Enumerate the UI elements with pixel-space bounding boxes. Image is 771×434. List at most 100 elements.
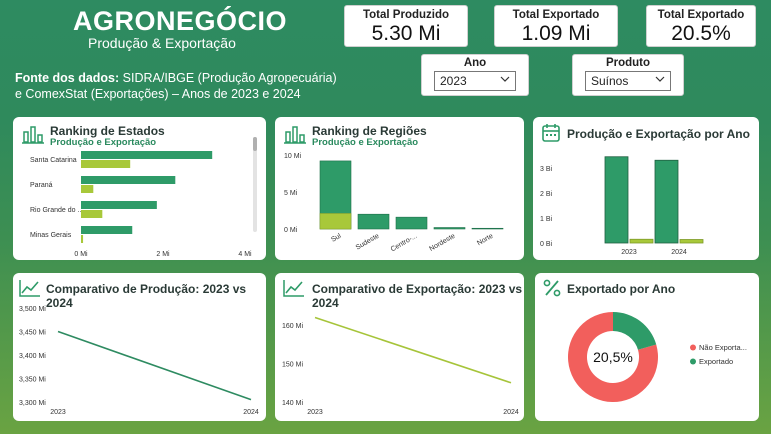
bar-production	[81, 176, 176, 184]
yearly-bar-chart: 3 Bi 2 Bi 1 Bi 0 Bi 2023 2024	[540, 156, 704, 256]
card-title: Comparativo de Produção: 2023 vs 2024	[46, 282, 247, 310]
line-chart-icon	[19, 280, 40, 297]
series-line	[57, 330, 252, 401]
brand-subtitle: Produção & Exportação	[88, 35, 236, 51]
kpi-label: Total Exportado	[512, 9, 600, 21]
category-label: Sul	[330, 232, 343, 243]
bar-production	[433, 227, 466, 230]
bar-production	[395, 216, 428, 230]
legend-label: Não Exporta...	[699, 343, 747, 352]
card-title: Produção e Exportação por Ano	[567, 127, 750, 141]
kpi-value: 20.5%	[671, 22, 731, 45]
y-tick-label: 3,300 Mi	[19, 400, 46, 407]
source-line1: SIDRA/IBGE (Produção Agropecuária)	[119, 71, 337, 85]
x-tick-label: 2 Mi	[156, 251, 170, 258]
card-title: Ranking de Estados	[50, 124, 165, 138]
category-label: Santa Catarina	[30, 157, 77, 164]
category-label: Minas Gerais	[30, 232, 72, 239]
scrollbar[interactable]	[253, 137, 257, 232]
y-tick-label: 0 Bi	[540, 241, 553, 248]
y-tick-label: 3,350 Mi	[19, 377, 46, 384]
bar-production	[81, 201, 157, 209]
bar-export	[81, 235, 84, 243]
y-tick-label: 2 Bi	[540, 191, 553, 198]
card-subtitle: Produção e Exportação	[312, 137, 419, 148]
y-tick-label: 160 Mi	[282, 323, 303, 330]
product-slicer[interactable]: Produto Suínos	[572, 54, 684, 96]
x-tick-label: 2024	[503, 409, 519, 416]
category-label: Centro-...	[390, 233, 419, 254]
brand-title: AGRONEGÓCIO	[73, 6, 288, 36]
kpi-label: Total Produzido	[362, 9, 450, 21]
production-compare-card: Comparativo de Produção: 2023 vs 2024 3,…	[13, 273, 266, 421]
kpi-total-exported: Total Exportado 1.09 Mi	[494, 5, 618, 47]
bar-export	[629, 238, 654, 244]
bar-export	[319, 213, 352, 230]
y-tick-label: 10 Mi	[284, 153, 302, 160]
source-label: Fonte dos dados:	[15, 71, 120, 85]
y-tick-label: 140 Mi	[282, 400, 303, 407]
x-tick-label: 2024	[671, 249, 687, 256]
year-slicer-label: Ano	[463, 57, 487, 69]
bar-export	[81, 160, 131, 168]
x-tick-label: 0 Mi	[74, 251, 88, 258]
production-line-chart: 3,500 Mi 3,450 Mi 3,400 Mi 3,350 Mi 3,300 Mi…	[19, 306, 259, 416]
year-slicer[interactable]: Ano 2023	[421, 54, 529, 96]
bar-production	[357, 213, 390, 230]
percent-icon	[543, 279, 561, 297]
calendar-icon	[542, 124, 560, 142]
exported-share-card: Exportado por Ano 20,5% Não Exporta... Exp…	[535, 273, 759, 421]
bar-production	[81, 151, 213, 159]
bar-export	[679, 239, 704, 244]
kpi-label: Total Exportado	[657, 9, 745, 21]
regions-bar-chart: 10 Mi 5 Mi 0 Mi Sul Sudeste Centro-... Nordest…	[284, 153, 504, 254]
donut-center-label: 20,5%	[593, 349, 633, 365]
bar-production	[471, 227, 504, 230]
header: AGRONEGÓCIO Produção & Exportação Fonte …	[0, 0, 771, 112]
x-tick-label: 2024	[243, 409, 259, 416]
x-tick-label: 2023	[307, 409, 323, 416]
card-title: Comparativo de Exportação: 2023 vs 2024	[312, 282, 523, 310]
card-title: Exportado por Ano	[567, 282, 676, 296]
product-dropdown-value: Suínos	[591, 74, 629, 88]
donut-slice	[613, 312, 657, 350]
kpi-value: 1.09 Mi	[521, 22, 591, 45]
kpi-total-produced: Total Produzido 5.30 Mi	[344, 5, 468, 47]
category-label: Rio Grande do ...	[30, 207, 83, 214]
chevron-down-icon	[655, 76, 665, 82]
y-tick-label: 3,450 Mi	[19, 330, 46, 337]
y-tick-label: 5 Mi	[284, 190, 298, 197]
y-tick-label: 3,500 Mi	[19, 306, 46, 313]
bar-export	[81, 210, 103, 218]
y-tick-label: 3,400 Mi	[19, 353, 46, 360]
export-compare-card: Comparativo de Exportação: 2023 vs 2024 …	[275, 273, 524, 421]
states-bar-chart: Santa Catarina Paraná Rio Grande do ... Min…	[30, 151, 252, 258]
product-slicer-label: Produto	[605, 57, 651, 69]
bar-export	[81, 185, 94, 193]
category-label: Norte	[476, 233, 494, 248]
series-line	[314, 316, 512, 384]
legend-label: Exportado	[699, 357, 733, 366]
regions-ranking-card: Ranking de Regiões Produção e Exportação…	[275, 117, 524, 260]
data-source: Fonte dos dados: SIDRA/IBGE (Produção Ag…	[15, 70, 337, 102]
export-donut-chart: 20,5% Não Exporta... Exportado	[568, 312, 747, 402]
y-tick-label: 150 Mi	[282, 362, 303, 369]
bar-chart-icon	[284, 126, 306, 144]
states-ranking-card: Ranking de Estados Produção e Exportação…	[13, 117, 266, 260]
x-tick-label: 2023	[50, 409, 66, 416]
year-dropdown[interactable]: 2023	[434, 71, 516, 91]
category-label: Paraná	[30, 182, 53, 189]
line-chart-icon	[283, 280, 304, 297]
scrollbar-thumb[interactable]	[253, 137, 257, 151]
chevron-down-icon	[500, 76, 510, 82]
x-tick-label: 2023	[621, 249, 637, 256]
bar-production	[604, 156, 629, 244]
donut-slice	[568, 312, 658, 402]
x-tick-label: 4 Mi	[238, 251, 252, 258]
category-label: Nordeste	[428, 233, 456, 253]
category-label: Sudeste	[355, 233, 381, 252]
card-title: Ranking de Regiões	[312, 124, 427, 138]
product-dropdown[interactable]: Suínos	[585, 71, 671, 91]
kpi-export-percent: Total Exportado 20.5%	[646, 5, 756, 47]
y-tick-label: 1 Bi	[540, 216, 553, 223]
